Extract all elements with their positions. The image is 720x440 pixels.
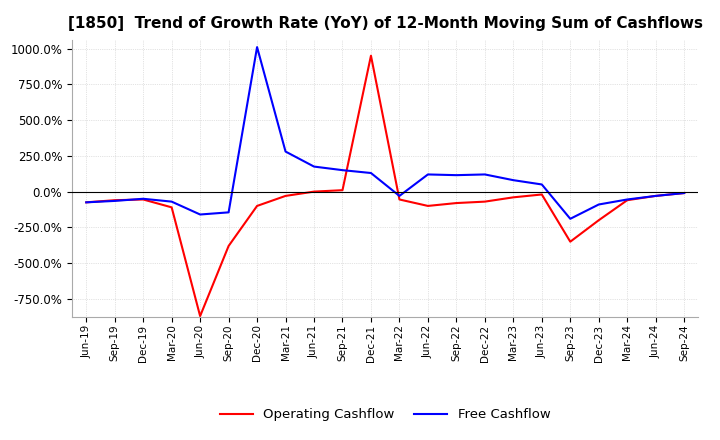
Operating Cashflow: [680, 191, 688, 196]
Free Cashflow: [310, 164, 318, 169]
Operating Cashflow: [110, 198, 119, 203]
Free Cashflow: [225, 210, 233, 215]
Free Cashflow: [110, 198, 119, 204]
Operating Cashflow: [338, 187, 347, 193]
Free Cashflow: [253, 44, 261, 50]
Operating Cashflow: [139, 197, 148, 202]
Free Cashflow: [338, 168, 347, 173]
Operating Cashflow: [167, 205, 176, 210]
Operating Cashflow: [623, 198, 631, 203]
Line: Free Cashflow: Free Cashflow: [86, 47, 684, 219]
Operating Cashflow: [509, 194, 518, 200]
Free Cashflow: [282, 149, 290, 154]
Operating Cashflow: [196, 313, 204, 319]
Legend: Operating Cashflow, Free Cashflow: Operating Cashflow, Free Cashflow: [215, 403, 556, 427]
Free Cashflow: [167, 199, 176, 204]
Free Cashflow: [423, 172, 432, 177]
Free Cashflow: [595, 202, 603, 207]
Free Cashflow: [82, 200, 91, 205]
Operating Cashflow: [566, 239, 575, 244]
Free Cashflow: [196, 212, 204, 217]
Operating Cashflow: [82, 200, 91, 205]
Operating Cashflow: [282, 193, 290, 198]
Free Cashflow: [652, 193, 660, 198]
Operating Cashflow: [423, 203, 432, 209]
Operating Cashflow: [366, 53, 375, 59]
Free Cashflow: [366, 170, 375, 176]
Free Cashflow: [680, 191, 688, 196]
Title: [1850]  Trend of Growth Rate (YoY) of 12-Month Moving Sum of Cashflows: [1850] Trend of Growth Rate (YoY) of 12-…: [68, 16, 703, 32]
Free Cashflow: [537, 182, 546, 187]
Operating Cashflow: [395, 197, 404, 202]
Operating Cashflow: [595, 218, 603, 223]
Operating Cashflow: [310, 189, 318, 194]
Free Cashflow: [480, 172, 489, 177]
Free Cashflow: [566, 216, 575, 221]
Free Cashflow: [509, 177, 518, 183]
Free Cashflow: [623, 197, 631, 202]
Operating Cashflow: [225, 243, 233, 249]
Operating Cashflow: [480, 199, 489, 204]
Operating Cashflow: [652, 193, 660, 198]
Free Cashflow: [139, 196, 148, 202]
Free Cashflow: [452, 172, 461, 178]
Line: Operating Cashflow: Operating Cashflow: [86, 56, 684, 316]
Operating Cashflow: [452, 200, 461, 205]
Operating Cashflow: [537, 192, 546, 197]
Operating Cashflow: [253, 203, 261, 209]
Free Cashflow: [395, 193, 404, 198]
